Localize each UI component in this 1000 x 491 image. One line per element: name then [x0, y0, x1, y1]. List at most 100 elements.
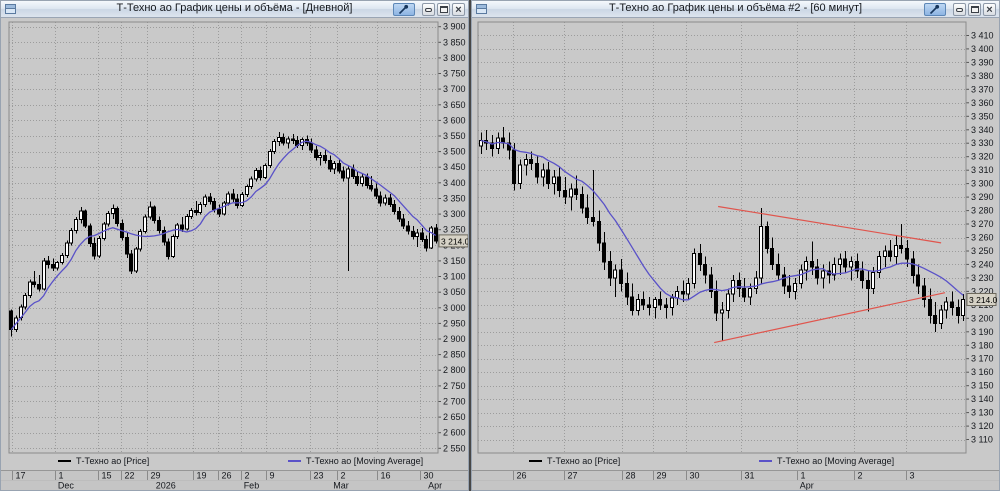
pin-button[interactable] — [924, 3, 946, 16]
svg-text:3 600: 3 600 — [443, 115, 466, 125]
svg-text:3 350: 3 350 — [443, 194, 466, 204]
pin-icon — [929, 4, 940, 15]
svg-text:1: 1 — [801, 471, 806, 481]
svg-text:3 850: 3 850 — [443, 37, 466, 47]
pin-icon — [398, 4, 409, 15]
svg-text:3 160: 3 160 — [971, 367, 994, 377]
pin-button[interactable] — [393, 3, 415, 16]
maximize-button[interactable] — [968, 3, 981, 16]
svg-text:3 190: 3 190 — [971, 327, 994, 337]
chart-window-daily[interactable]: Т-Техно ао График цены и объёма - [Дневн… — [0, 0, 469, 491]
trendline[interactable] — [718, 205, 942, 244]
svg-text:3 320: 3 320 — [971, 152, 994, 162]
svg-text:31: 31 — [745, 471, 755, 481]
grid — [478, 22, 966, 453]
svg-text:22: 22 — [125, 471, 135, 481]
chart-body: 2 550 2 600 2 650 2 700 2 750 2 800 2 850 2 900… — [1, 18, 468, 490]
svg-text:2: 2 — [341, 471, 346, 481]
svg-text:3 550: 3 550 — [443, 131, 466, 141]
svg-text:17: 17 — [16, 471, 26, 481]
candlestick-chart-daily[interactable]: 2 550 2 600 2 650 2 700 2 750 2 800 2 850 2 900… — [1, 18, 468, 490]
chart-legend: Т-Техно ао [Price] Т-Техно ао [Moving Av… — [472, 455, 999, 468]
svg-text:3 240: 3 240 — [971, 259, 994, 269]
window-title: Т-Техно ао График цены и объёма #2 - [60… — [608, 2, 863, 14]
svg-text:3 220: 3 220 — [971, 286, 994, 296]
legend-label: Т-Техно ао [Price] — [76, 456, 150, 466]
svg-text:3 270: 3 270 — [971, 219, 994, 229]
maximize-icon — [970, 6, 979, 13]
svg-text:3 120: 3 120 — [971, 421, 994, 431]
svg-text:2 850: 2 850 — [443, 350, 466, 360]
svg-text:19: 19 — [197, 471, 207, 481]
legend-label: Т-Техно ао [Moving Average] — [306, 456, 424, 466]
svg-text:3 370: 3 370 — [971, 84, 994, 94]
legend-label: Т-Техно ао [Moving Average] — [777, 456, 895, 466]
minimize-button[interactable] — [953, 3, 966, 16]
window-icon — [476, 4, 487, 14]
svg-text:3 200: 3 200 — [971, 313, 994, 323]
svg-text:3 450: 3 450 — [443, 162, 466, 172]
svg-text:3 110: 3 110 — [971, 435, 993, 445]
svg-text:3 310: 3 310 — [971, 165, 994, 175]
ma-line-sample — [759, 460, 772, 462]
svg-text:Apr: Apr — [800, 481, 814, 491]
svg-text:2 800: 2 800 — [443, 365, 466, 375]
svg-text:3 300: 3 300 — [443, 209, 466, 219]
svg-text:3 150: 3 150 — [971, 381, 994, 391]
svg-text:2026: 2026 — [156, 481, 176, 491]
window-titlebar[interactable]: Т-Техно ао График цены и объёма - [Дневн… — [1, 1, 468, 18]
window-titlebar[interactable]: Т-Техно ао График цены и объёма #2 - [60… — [472, 1, 999, 18]
svg-text:1: 1 — [59, 471, 64, 481]
svg-text:Mar: Mar — [333, 481, 349, 491]
maximize-icon — [439, 6, 448, 13]
close-button[interactable]: × — [983, 3, 996, 16]
svg-text:3 300: 3 300 — [971, 179, 994, 189]
svg-text:3 360: 3 360 — [971, 98, 994, 108]
svg-text:30: 30 — [690, 471, 700, 481]
svg-text:28: 28 — [626, 471, 636, 481]
close-button[interactable]: × — [452, 3, 465, 16]
minimize-button[interactable] — [422, 3, 435, 16]
svg-text:3 214.0: 3 214.0 — [441, 236, 468, 246]
price-axis: 3 110 3 120 3 130 3 140 3 150 3 160 3 170 3 180… — [966, 31, 994, 445]
svg-text:3 400: 3 400 — [443, 178, 466, 188]
svg-text:2 650: 2 650 — [443, 412, 466, 422]
svg-text:23: 23 — [314, 471, 324, 481]
svg-text:3 214.0: 3 214.0 — [969, 295, 998, 305]
svg-text:2 550: 2 550 — [443, 443, 466, 453]
svg-text:2: 2 — [245, 471, 250, 481]
time-axis: 26 27 28 29 30 31 1 2 3 Apr — [472, 470, 999, 490]
minimize-icon — [425, 7, 432, 12]
maximize-button[interactable] — [437, 3, 450, 16]
svg-text:3 250: 3 250 — [971, 246, 994, 256]
candles — [9, 132, 438, 337]
svg-text:Feb: Feb — [244, 481, 260, 491]
last-price-marker: 3 214.0 — [966, 293, 998, 306]
price-line-sample — [529, 460, 542, 462]
svg-text:3 230: 3 230 — [971, 273, 994, 283]
legend-item-price: Т-Техно ао [Price] — [58, 456, 149, 466]
moving-average-line — [480, 139, 964, 301]
svg-text:3 260: 3 260 — [971, 233, 994, 243]
svg-text:9: 9 — [270, 471, 275, 481]
candles — [479, 127, 965, 342]
grid — [9, 22, 438, 453]
svg-text:Apr: Apr — [428, 481, 442, 491]
svg-text:3 500: 3 500 — [443, 147, 466, 157]
svg-text:3 390: 3 390 — [971, 57, 994, 67]
svg-text:3 280: 3 280 — [971, 206, 994, 216]
svg-text:3 170: 3 170 — [971, 354, 994, 364]
svg-text:2 700: 2 700 — [443, 397, 466, 407]
chart-window-hourly[interactable]: Т-Техно ао График цены и объёма #2 - [60… — [471, 0, 1000, 491]
chart-body: 3 110 3 120 3 130 3 140 3 150 3 160 3 170 3 180… — [472, 18, 999, 490]
legend-item-moving-average: Т-Техно ао [Moving Average] — [288, 456, 423, 466]
svg-text:Dec: Dec — [58, 481, 75, 491]
svg-text:29: 29 — [657, 471, 667, 481]
legend-item-price: Т-Техно ао [Price] — [529, 456, 620, 466]
svg-text:3 130: 3 130 — [971, 408, 994, 418]
svg-text:3 150: 3 150 — [443, 256, 466, 266]
window-icon — [5, 4, 16, 14]
trendline[interactable] — [714, 292, 946, 344]
